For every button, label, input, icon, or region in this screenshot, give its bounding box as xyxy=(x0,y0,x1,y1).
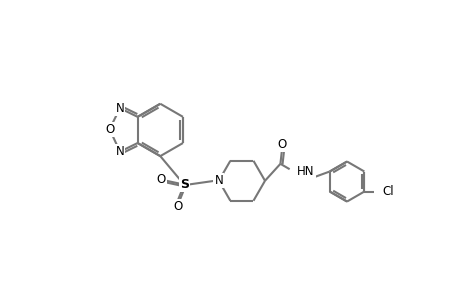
Text: N: N xyxy=(115,145,124,158)
Text: O: O xyxy=(105,123,114,136)
Text: Cl: Cl xyxy=(381,185,393,198)
Text: S: S xyxy=(179,178,188,191)
Text: O: O xyxy=(173,200,182,213)
Text: N: N xyxy=(115,102,124,115)
Text: O: O xyxy=(156,173,165,187)
Text: HN: HN xyxy=(297,165,314,178)
Text: N: N xyxy=(214,174,223,187)
Text: O: O xyxy=(277,138,286,151)
